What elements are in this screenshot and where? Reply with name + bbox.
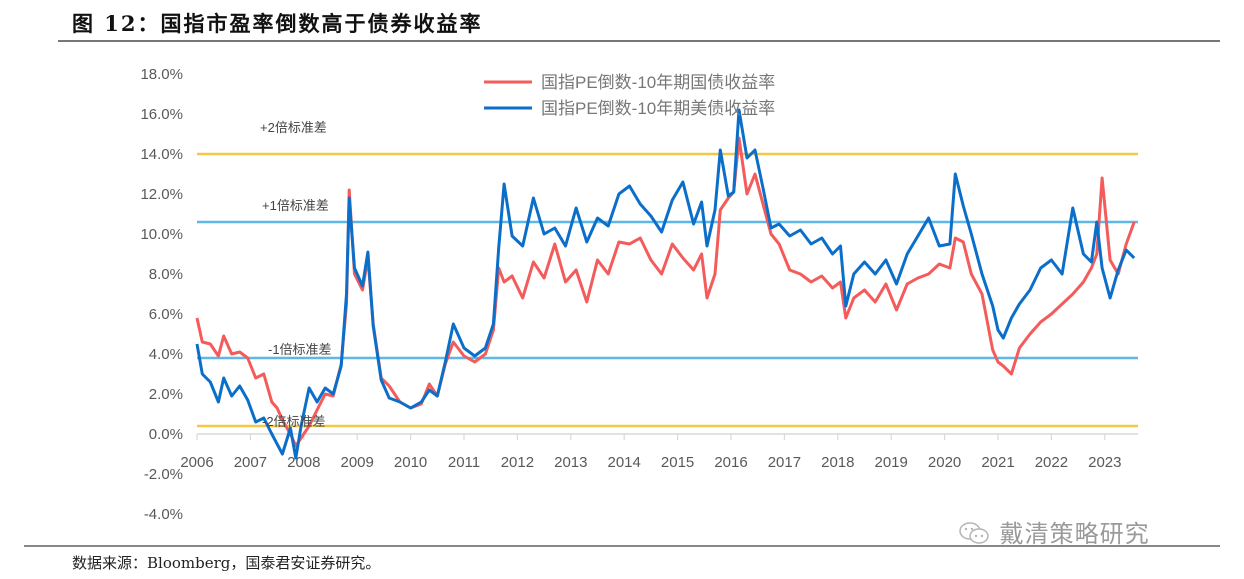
x-tick-label: 2014 xyxy=(608,454,641,471)
x-tick-label: 2010 xyxy=(394,454,427,471)
wechat-icon xyxy=(958,520,992,546)
y-tick-label: -4.0% xyxy=(144,506,183,523)
x-tick-label: 2012 xyxy=(501,454,534,471)
y-tick-label: -2.0% xyxy=(144,466,183,483)
reference-lines xyxy=(197,152,1138,428)
y-tick-label: 16.0% xyxy=(140,106,183,123)
x-tick-label: 2019 xyxy=(875,454,908,471)
y-tick-label: 2.0% xyxy=(149,386,183,403)
figure-title: 图 12：国指市盈率倒数高于债券收益率 xyxy=(72,11,483,36)
x-tick-label: 2018 xyxy=(821,454,854,471)
legend-label: 国指PE倒数-10年期国债收益率 xyxy=(541,73,775,92)
legend-label: 国指PE倒数-10年期美债收益率 xyxy=(541,99,775,118)
series-line-cn-bond xyxy=(195,136,1136,448)
reference-line-label: -2倍标准差 xyxy=(262,414,326,429)
watermark-text: 戴清策略研究 xyxy=(999,521,1150,548)
y-tick-label: 6.0% xyxy=(149,306,183,323)
x-tick-label: 2022 xyxy=(1035,454,1068,471)
watermark: 戴清策略研究 xyxy=(958,514,1150,549)
data-source: 数据来源：Bloomberg，国泰君安证券研究。 xyxy=(72,554,381,572)
x-tick-label: 2016 xyxy=(714,454,747,471)
x-tick-label: 2015 xyxy=(661,454,694,471)
series-line-us-bond xyxy=(195,108,1136,460)
series-group xyxy=(195,108,1136,460)
y-tick-label: 14.0% xyxy=(140,146,183,163)
y-tick-label: 4.0% xyxy=(149,346,183,363)
y-tick-label: 12.0% xyxy=(140,186,183,203)
y-tick-label: 0.0% xyxy=(149,426,183,443)
y-tick-label: 10.0% xyxy=(140,226,183,243)
x-tick-label: 2011 xyxy=(448,454,480,471)
x-tick-label: 2020 xyxy=(928,454,961,471)
footer-divider xyxy=(24,545,1220,547)
x-tick-label: 2023 xyxy=(1088,454,1121,471)
x-tick-label: 2006 xyxy=(180,454,213,471)
y-axis: -4.0% -2.0% 0.0% 2.0% 4.0% 6.0% 8.0% 10.0% 12.0%… xyxy=(140,66,183,523)
y-tick-label: 18.0% xyxy=(140,66,183,83)
reference-line-label: -1倍标准差 xyxy=(268,342,332,357)
x-axis: 2006 2007 2008 2009 2010 2011 2012 2013 2014 2015… xyxy=(180,433,1138,471)
x-tick-label: 2017 xyxy=(768,454,801,471)
x-tick-label: 2008 xyxy=(287,454,320,471)
title-divider xyxy=(58,40,1220,42)
reference-line-label: +1倍标准差 xyxy=(262,198,329,213)
x-tick-label: 2021 xyxy=(981,454,1014,471)
y-tick-label: 8.0% xyxy=(149,266,183,283)
x-tick-label: 2007 xyxy=(234,454,267,471)
reference-line-label: +2倍标准差 xyxy=(260,120,327,135)
x-tick-label: 2013 xyxy=(554,454,587,471)
x-tick-label: 2009 xyxy=(341,454,374,471)
